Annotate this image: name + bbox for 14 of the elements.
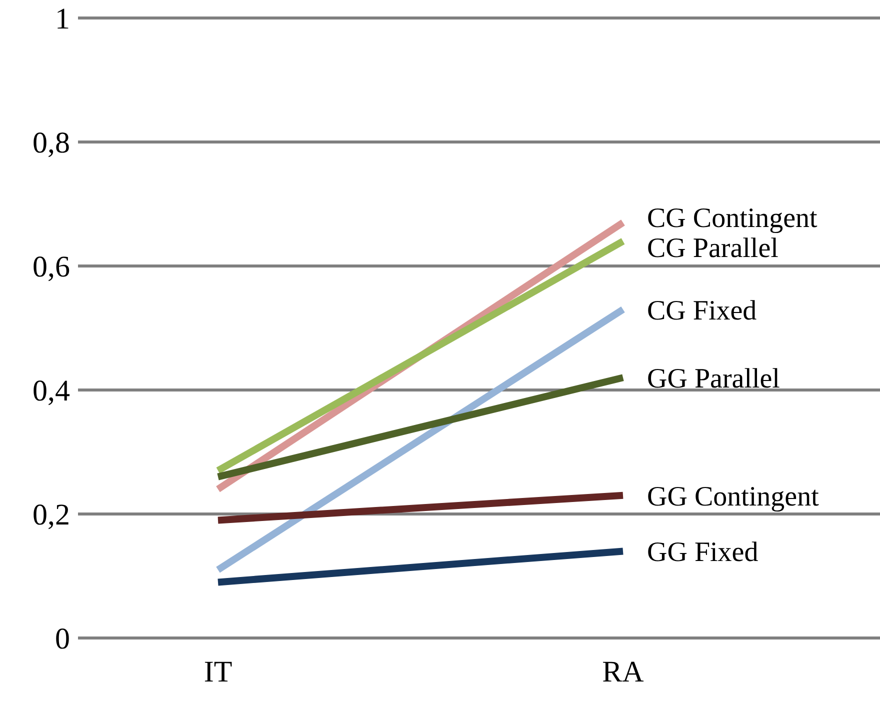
series-label: GG Contingent — [647, 481, 820, 512]
y-tick-label: 0,6 — [32, 250, 70, 284]
y-tick-label: 1 — [55, 2, 70, 36]
series-label: GG Parallel — [647, 364, 780, 395]
series-label: CG Contingent — [647, 202, 818, 234]
x-tick-label: RA — [602, 655, 644, 688]
y-tick-label: 0,2 — [32, 498, 70, 532]
x-tick-label: IT — [204, 655, 232, 688]
y-tick-label: 0,8 — [32, 126, 70, 160]
y-tick-label: 0 — [55, 622, 70, 656]
y-tick-label: 0,4 — [32, 374, 70, 408]
series-label: CG Parallel — [647, 232, 779, 264]
series-label: GG Fixed — [647, 537, 758, 568]
series-label: CG Fixed — [647, 295, 757, 326]
